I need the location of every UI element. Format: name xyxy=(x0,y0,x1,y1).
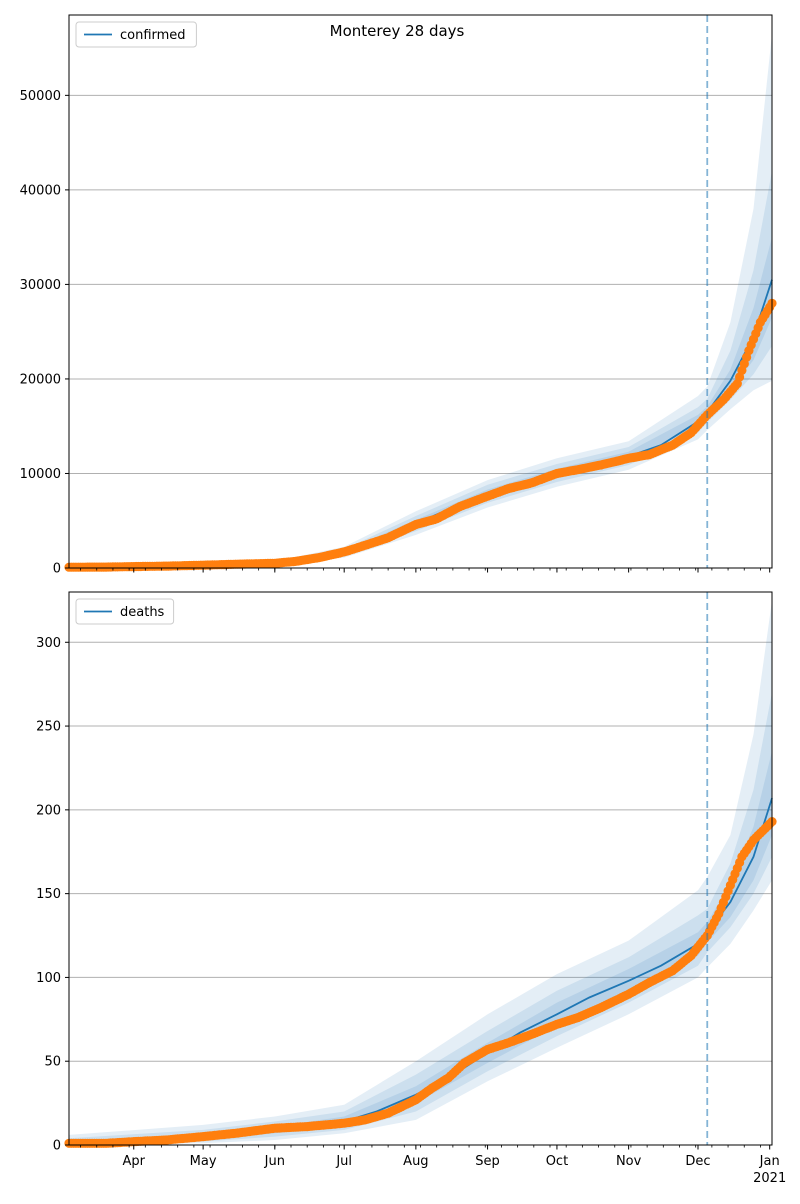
x-tick-label: Oct xyxy=(546,1154,568,1169)
chart-panel-deaths: 0 50 100 150 200 250 300 Apr May Jun Jul Aug Sep Oct N… xyxy=(36,591,786,1186)
y-tick-label: 40000 xyxy=(20,183,61,198)
legend-deaths: deaths xyxy=(75,598,175,625)
legend-label: confirmed xyxy=(120,28,186,43)
y-tick-label: 50000 xyxy=(20,89,61,104)
figure-title: Monterey 28 days xyxy=(330,22,465,40)
y-tick-label: 200 xyxy=(36,803,61,818)
y-tick-label: 20000 xyxy=(20,372,61,387)
x-tick-label: Jun xyxy=(264,1154,285,1169)
x-tick-label: Dec xyxy=(685,1154,710,1169)
x-tick-label: Jul xyxy=(335,1154,352,1169)
y-tick-label: 300 xyxy=(36,636,61,651)
y-tick-label: 50 xyxy=(44,1055,61,1070)
x-tick-label: Sep xyxy=(475,1154,500,1169)
legend-label: deaths xyxy=(120,605,165,620)
y-tick-label: 0 xyxy=(53,562,61,577)
x-tick-label: Jan xyxy=(759,1154,780,1169)
y-tick-label: 250 xyxy=(36,720,61,735)
legend-box xyxy=(75,598,175,625)
x-tick-label: Aug xyxy=(403,1154,428,1169)
x-tick-label: Nov xyxy=(616,1154,642,1169)
x-tick-label: May xyxy=(190,1154,217,1169)
y-tick-label: 0 xyxy=(53,1139,61,1154)
x-year-label: 2021 xyxy=(753,1171,786,1186)
y-tick-label: 10000 xyxy=(20,467,61,482)
y-tick-label: 100 xyxy=(36,971,61,986)
chart-panel-confirmed: 0 10000 20000 30000 40000 50000 confirmed xyxy=(20,14,777,577)
y-tick-label: 30000 xyxy=(20,278,61,293)
legend-confirmed: confirmed xyxy=(75,21,197,48)
legend-box xyxy=(75,21,197,48)
x-tick-label: Apr xyxy=(123,1154,146,1169)
y-tick-label: 150 xyxy=(36,887,61,902)
